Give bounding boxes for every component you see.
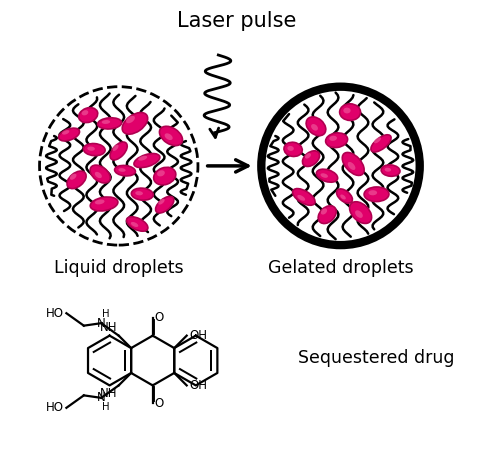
Ellipse shape	[67, 171, 86, 188]
Ellipse shape	[336, 189, 352, 203]
Ellipse shape	[298, 195, 305, 201]
Ellipse shape	[284, 142, 302, 157]
Ellipse shape	[320, 173, 328, 178]
Ellipse shape	[384, 168, 391, 172]
Text: H: H	[102, 310, 110, 320]
Circle shape	[262, 87, 420, 245]
Ellipse shape	[374, 137, 381, 143]
Ellipse shape	[88, 147, 95, 151]
Text: O: O	[154, 397, 164, 410]
Ellipse shape	[126, 217, 148, 231]
Text: OH: OH	[189, 379, 207, 392]
Ellipse shape	[318, 206, 336, 223]
Ellipse shape	[82, 110, 88, 115]
Ellipse shape	[157, 170, 165, 177]
Ellipse shape	[160, 126, 182, 146]
Text: Sequestered drug: Sequestered drug	[298, 349, 455, 367]
Ellipse shape	[62, 130, 70, 134]
Ellipse shape	[368, 190, 377, 195]
Ellipse shape	[350, 202, 372, 223]
Text: Gelated droplets: Gelated droplets	[268, 259, 414, 276]
Text: Laser pulse: Laser pulse	[176, 11, 296, 31]
Ellipse shape	[118, 168, 126, 172]
Text: NH: NH	[100, 387, 117, 400]
Ellipse shape	[95, 199, 104, 204]
Ellipse shape	[316, 169, 338, 182]
Text: HO: HO	[46, 401, 64, 415]
Ellipse shape	[98, 118, 122, 129]
Ellipse shape	[348, 162, 356, 170]
Ellipse shape	[122, 113, 148, 134]
Ellipse shape	[342, 153, 364, 175]
Ellipse shape	[136, 191, 143, 195]
Text: N: N	[97, 317, 106, 330]
Ellipse shape	[288, 146, 294, 151]
Ellipse shape	[344, 108, 350, 114]
Text: OH: OH	[189, 329, 207, 342]
Ellipse shape	[311, 124, 318, 131]
Ellipse shape	[78, 108, 98, 123]
Ellipse shape	[302, 151, 320, 167]
Text: N: N	[97, 391, 106, 405]
Ellipse shape	[90, 197, 118, 211]
Ellipse shape	[114, 165, 136, 176]
Ellipse shape	[134, 153, 160, 168]
Ellipse shape	[340, 194, 346, 199]
Text: Liquid droplets: Liquid droplets	[54, 259, 184, 276]
Text: NH: NH	[100, 321, 117, 335]
Ellipse shape	[132, 188, 153, 200]
Ellipse shape	[306, 117, 326, 136]
Ellipse shape	[102, 120, 110, 124]
Ellipse shape	[154, 167, 176, 185]
Ellipse shape	[321, 208, 327, 215]
Ellipse shape	[355, 210, 363, 218]
Ellipse shape	[70, 173, 76, 180]
Ellipse shape	[131, 222, 138, 227]
Ellipse shape	[340, 104, 360, 120]
Ellipse shape	[292, 188, 315, 205]
Ellipse shape	[95, 172, 102, 178]
Ellipse shape	[112, 145, 118, 151]
Ellipse shape	[164, 133, 172, 140]
Ellipse shape	[58, 128, 80, 141]
Ellipse shape	[381, 165, 400, 176]
Ellipse shape	[364, 187, 389, 202]
Ellipse shape	[156, 197, 174, 213]
Ellipse shape	[326, 133, 347, 148]
Ellipse shape	[305, 153, 311, 158]
Ellipse shape	[90, 165, 110, 183]
Ellipse shape	[126, 116, 135, 123]
Ellipse shape	[371, 135, 391, 152]
Circle shape	[40, 87, 198, 245]
Ellipse shape	[158, 199, 164, 205]
Text: H: H	[102, 402, 110, 412]
Ellipse shape	[138, 156, 147, 161]
Text: O: O	[154, 311, 164, 324]
Ellipse shape	[84, 143, 105, 156]
Text: HO: HO	[46, 307, 64, 320]
Ellipse shape	[110, 142, 127, 160]
Ellipse shape	[330, 136, 337, 141]
